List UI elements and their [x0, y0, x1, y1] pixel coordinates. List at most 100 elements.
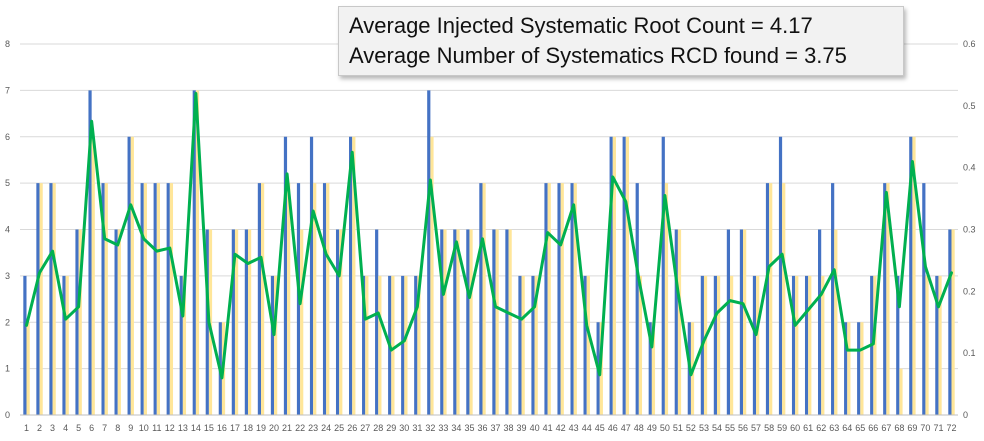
right-tick-label: 0.3 — [963, 225, 976, 235]
x-tick-label: 47 — [621, 423, 631, 433]
x-tick-label: 36 — [477, 423, 487, 433]
x-tick-label: 2 — [37, 423, 42, 433]
annotation-box: Average Injected Systematic Root Count =… — [338, 6, 904, 76]
x-tick-label: 69 — [907, 423, 917, 433]
x-tick-label: 63 — [829, 423, 839, 433]
right-tick-label: 0.1 — [963, 348, 976, 358]
bar-yellow — [938, 275, 942, 416]
right-tick-label: 0 — [963, 410, 968, 420]
x-tick-label: 67 — [881, 423, 891, 433]
bar-yellow — [586, 275, 590, 416]
bar-blue — [49, 183, 53, 416]
bar-series — [23, 90, 955, 416]
bar-blue — [505, 229, 509, 415]
bar-blue — [831, 183, 835, 416]
bar-yellow — [456, 229, 460, 415]
annotation-line-2: Average Number of Systematics RCD found … — [349, 43, 847, 68]
bar-yellow — [899, 368, 903, 416]
bar-blue — [127, 136, 131, 415]
bar-yellow — [560, 183, 564, 416]
bar-blue — [531, 275, 535, 416]
bar-yellow — [339, 229, 343, 415]
bar-yellow — [234, 229, 239, 415]
right-tick-label: 0.4 — [963, 163, 976, 173]
bar-blue — [257, 183, 262, 416]
bar-blue — [948, 229, 952, 415]
bar-yellow — [534, 275, 538, 416]
bar-yellow — [782, 183, 786, 416]
bar-yellow — [703, 275, 708, 416]
bar-yellow — [117, 229, 121, 415]
line-series — [25, 91, 953, 380]
x-tick-label: 65 — [855, 423, 865, 433]
x-tick-label: 27 — [360, 423, 370, 433]
bar-blue — [883, 183, 887, 416]
bar-yellow — [925, 275, 929, 416]
bar-blue — [205, 229, 209, 415]
bar-yellow — [274, 275, 278, 416]
bar-yellow — [743, 229, 747, 415]
bar-blue — [765, 183, 770, 416]
bar-yellow — [547, 183, 551, 416]
bar-yellow — [651, 322, 656, 415]
annotation-line-1: Average Injected Systematic Root Count =… — [349, 13, 813, 38]
x-tick-label: 14 — [191, 423, 201, 433]
bar-blue — [179, 275, 183, 416]
bar-blue — [244, 229, 248, 415]
bar-yellow — [469, 229, 473, 415]
bar-yellow — [287, 183, 291, 416]
x-tick-label: 20 — [269, 423, 279, 433]
x-tick-label: 4 — [63, 423, 68, 433]
bar-yellow — [834, 229, 838, 415]
x-tick-label: 51 — [673, 423, 683, 433]
x-tick-label: 45 — [595, 423, 605, 433]
x-tick-label: 59 — [777, 423, 787, 433]
bar-blue — [427, 90, 431, 416]
bar-blue — [518, 275, 522, 416]
x-tick-label: 49 — [647, 423, 657, 433]
bar-blue — [270, 275, 275, 416]
x-tick-label: 5 — [76, 423, 81, 433]
bar-blue — [492, 229, 496, 415]
left-tick-label: 8 — [5, 39, 10, 49]
bar-yellow — [912, 136, 916, 415]
bar-blue — [922, 183, 926, 416]
left-tick-label: 7 — [5, 85, 10, 95]
bar-blue — [935, 275, 939, 416]
x-tick-label: 26 — [347, 423, 357, 433]
bar-blue — [114, 229, 118, 415]
bar-yellow — [430, 136, 434, 415]
bar-blue — [375, 229, 379, 415]
x-tick-label: 10 — [139, 423, 149, 433]
x-tick-label: 64 — [842, 423, 852, 433]
bar-blue — [401, 275, 405, 416]
bar-yellow — [612, 136, 616, 415]
bar-yellow — [300, 229, 304, 415]
bar-yellow — [847, 322, 851, 415]
bar-blue — [479, 183, 483, 416]
bar-blue — [166, 183, 170, 416]
bar-yellow — [795, 275, 799, 416]
bar-blue — [75, 229, 79, 415]
bar-yellow — [182, 275, 187, 416]
bar-yellow — [677, 229, 682, 415]
bar-blue — [674, 229, 678, 415]
x-tick-label: 58 — [764, 423, 774, 433]
bar-blue — [101, 183, 105, 416]
x-tick-label: 35 — [464, 423, 474, 433]
bar-blue — [349, 136, 353, 415]
bar-yellow — [873, 275, 877, 416]
bar-yellow — [326, 183, 330, 416]
bar-yellow — [821, 275, 825, 416]
x-tick-label: 53 — [699, 423, 709, 433]
x-tick-label: 9 — [128, 423, 133, 433]
x-tick-label: 44 — [582, 423, 592, 433]
x-tick-label: 60 — [790, 423, 800, 433]
x-tick-label: 40 — [530, 423, 540, 433]
bar-blue — [896, 275, 900, 416]
x-tick-label: 72 — [946, 423, 956, 433]
bar-yellow — [495, 229, 499, 415]
green-line-series — [25, 91, 953, 380]
bar-blue — [335, 229, 340, 415]
